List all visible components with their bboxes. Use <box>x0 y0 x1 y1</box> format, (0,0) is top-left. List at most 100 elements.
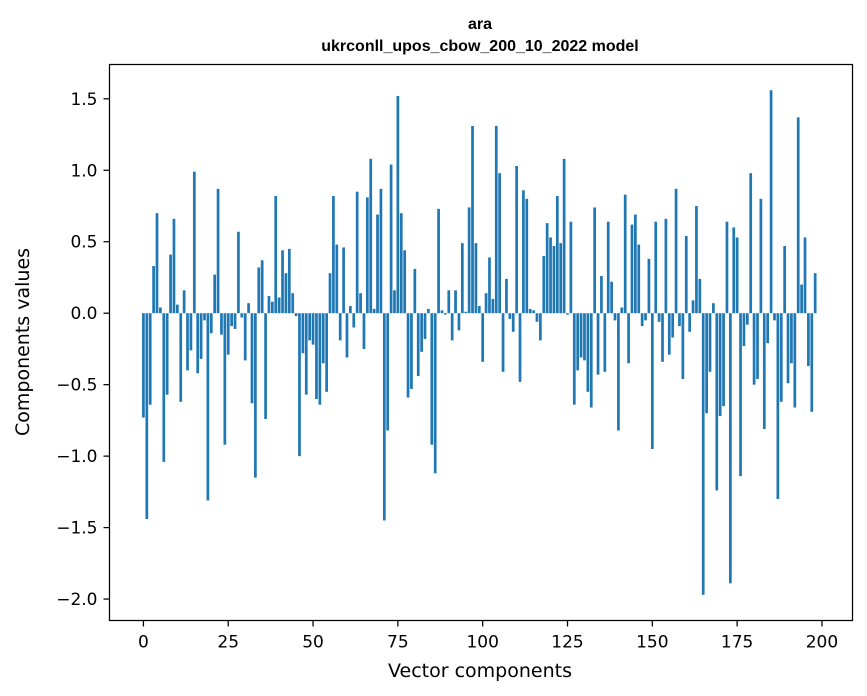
bar-149 <box>647 258 651 314</box>
bar-132 <box>589 313 593 408</box>
bar-186 <box>773 313 776 321</box>
bar-86 <box>433 313 437 474</box>
bar-78 <box>406 313 410 398</box>
x-tick-label: 25 <box>217 633 239 653</box>
bar-29 <box>240 313 244 318</box>
bar-125 <box>566 313 569 315</box>
bar-9 <box>172 218 176 314</box>
bar-76 <box>399 213 403 314</box>
bar-187 <box>776 313 780 500</box>
y-tick-label: 1.5 <box>70 90 97 110</box>
bar-136 <box>603 313 607 372</box>
chart-subtitle: ukrconll_upos_cbow_200_10_2022 model <box>321 38 638 55</box>
bar-168 <box>712 303 715 314</box>
bar-90 <box>447 290 451 314</box>
bar-66 <box>365 197 369 314</box>
x-tick-label: 75 <box>387 633 409 653</box>
bar-5 <box>159 307 162 314</box>
bar-36 <box>264 313 267 419</box>
x-tick-label: 100 <box>466 633 498 653</box>
bar-192 <box>793 313 797 408</box>
bar-61 <box>349 306 352 314</box>
bar-198 <box>813 273 817 314</box>
bar-1 <box>145 313 149 520</box>
bar-75 <box>396 95 400 314</box>
bar-3 <box>152 266 155 314</box>
y-axis-ticks: 1.5 1.0 0.5 0.0 −0.5 −1.0 −1.5 −2.0 <box>56 90 110 610</box>
bar-30 <box>243 313 247 361</box>
bar-107 <box>505 278 508 314</box>
y-tick-label: −1.5 <box>56 519 97 539</box>
bar-74 <box>393 290 396 314</box>
bar-93 <box>457 313 461 331</box>
bar-151 <box>654 221 658 314</box>
bar-62 <box>352 313 356 328</box>
bar-84 <box>427 308 430 314</box>
bar-129 <box>579 313 583 358</box>
bar-98 <box>474 243 478 314</box>
bar-177 <box>742 313 746 347</box>
bar-157 <box>674 188 678 314</box>
bar-85 <box>430 313 434 445</box>
bar-34 <box>257 267 261 314</box>
bar-21 <box>213 274 217 314</box>
bar-173 <box>729 313 732 584</box>
bar-174 <box>732 227 736 314</box>
bar-81 <box>416 313 420 377</box>
bar-179 <box>749 173 753 314</box>
bar-17 <box>199 313 203 359</box>
bar-105 <box>498 173 502 314</box>
bar-97 <box>471 125 474 314</box>
bar-195 <box>803 237 807 314</box>
bar-88 <box>440 310 444 314</box>
bar-12 <box>182 290 186 314</box>
bar-41 <box>281 250 284 314</box>
bar-137 <box>606 221 610 314</box>
bar-69 <box>376 214 379 314</box>
bar-43 <box>287 248 291 314</box>
bars-group <box>142 90 817 595</box>
bar-180 <box>752 313 756 385</box>
bar-42 <box>284 273 288 314</box>
bar-112 <box>522 190 525 314</box>
bar-15 <box>192 171 196 314</box>
bar-4 <box>155 213 159 314</box>
bar-162 <box>691 300 695 314</box>
bar-143 <box>627 313 630 364</box>
bar-48 <box>304 313 308 395</box>
x-tick-label: 200 <box>806 633 838 653</box>
bar-13 <box>186 313 189 371</box>
bar-119 <box>545 223 549 314</box>
bar-31 <box>247 303 250 314</box>
y-tick-label: −2.0 <box>56 590 97 610</box>
plot-frame <box>108 63 854 622</box>
bar-57 <box>335 244 339 314</box>
bar-152 <box>657 313 661 322</box>
bar-82 <box>420 313 423 352</box>
bar-40 <box>277 297 281 314</box>
bar-115 <box>532 310 535 314</box>
bar-54 <box>325 313 328 392</box>
bar-24 <box>223 313 227 445</box>
bar-154 <box>664 218 668 314</box>
bar-67 <box>369 158 373 314</box>
y-tick-label: 0.0 <box>70 304 97 324</box>
bar-53 <box>321 313 325 364</box>
bar-113 <box>525 198 529 314</box>
bar-161 <box>688 313 691 332</box>
y-axis-label: Components values <box>12 248 34 436</box>
bar-134 <box>596 313 600 375</box>
bar-91 <box>450 313 454 341</box>
bar-99 <box>477 306 481 314</box>
y-tick-label: 0.5 <box>70 233 97 253</box>
bar-191 <box>790 313 793 364</box>
bar-156 <box>671 313 675 338</box>
bar-44 <box>291 293 295 314</box>
bar-178 <box>745 313 749 325</box>
bar-147 <box>640 313 644 327</box>
bar-0 <box>142 313 145 418</box>
bar-121 <box>552 246 556 314</box>
bar-95 <box>464 311 468 314</box>
bar-144 <box>630 224 634 314</box>
